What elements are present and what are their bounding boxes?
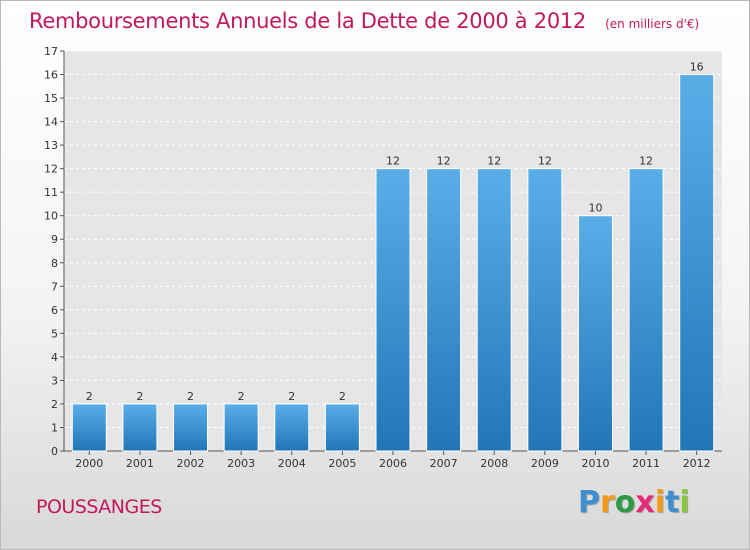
x-tick-label: 2008 bbox=[480, 457, 508, 470]
data-label: 2 bbox=[339, 390, 346, 403]
bar bbox=[223, 403, 259, 452]
x-tick-label: 2006 bbox=[379, 457, 407, 470]
y-tick-label: 1 bbox=[51, 421, 58, 434]
data-label: 12 bbox=[639, 155, 653, 168]
y-tick-label: 4 bbox=[51, 351, 58, 364]
y-tick-label: 6 bbox=[51, 304, 58, 317]
bar bbox=[577, 215, 613, 452]
y-tick-label: 2 bbox=[51, 398, 58, 411]
y-tick-label: 16 bbox=[44, 69, 58, 82]
x-tick-label: 2001 bbox=[126, 457, 154, 470]
logo-letter: t bbox=[665, 485, 680, 520]
x-tick-label: 2007 bbox=[430, 457, 458, 470]
y-tick-label: 10 bbox=[44, 210, 58, 223]
chart-subtitle: (en milliers d'€) bbox=[605, 17, 700, 31]
y-tick-label: 7 bbox=[51, 280, 58, 293]
y-tick-label: 9 bbox=[51, 233, 58, 246]
y-tick-label: 15 bbox=[44, 92, 58, 105]
data-label: 12 bbox=[538, 155, 552, 168]
x-tick-label: 2002 bbox=[177, 457, 205, 470]
x-tick-label: 2011 bbox=[632, 457, 660, 470]
y-tick-label: 12 bbox=[44, 163, 58, 176]
logo-letter: r bbox=[600, 485, 615, 520]
chart-title: Remboursements Annuels de la Dette de 20… bbox=[29, 9, 586, 33]
bar bbox=[375, 168, 411, 452]
proxiti-logo: Proxiti bbox=[578, 485, 690, 520]
title-row: Remboursements Annuels de la Dette de 20… bbox=[29, 9, 699, 33]
logo-letter: o bbox=[614, 485, 636, 520]
data-label: 16 bbox=[690, 61, 704, 74]
data-label: 2 bbox=[238, 390, 245, 403]
data-label: 2 bbox=[288, 390, 295, 403]
data-label: 10 bbox=[588, 202, 602, 215]
y-tick-label: 0 bbox=[51, 445, 58, 458]
bar bbox=[71, 403, 107, 452]
bar bbox=[122, 403, 158, 452]
data-label: 12 bbox=[487, 155, 501, 168]
bar bbox=[324, 403, 360, 452]
x-tick-label: 2010 bbox=[581, 457, 609, 470]
bar bbox=[173, 403, 209, 452]
y-tick-label: 11 bbox=[44, 186, 58, 199]
data-label: 2 bbox=[187, 390, 194, 403]
data-label: 2 bbox=[86, 390, 93, 403]
data-label: 12 bbox=[437, 155, 451, 168]
x-tick-label: 2000 bbox=[75, 457, 103, 470]
bar bbox=[679, 74, 715, 452]
data-label: 2 bbox=[136, 390, 143, 403]
x-tick-label: 2009 bbox=[531, 457, 559, 470]
y-tick-label: 17 bbox=[44, 45, 58, 58]
x-tick-label: 2003 bbox=[227, 457, 255, 470]
bar bbox=[527, 168, 563, 452]
logo-letter: i bbox=[679, 485, 690, 520]
x-tick-label: 2012 bbox=[683, 457, 711, 470]
y-tick-label: 3 bbox=[51, 374, 58, 387]
bar bbox=[476, 168, 512, 452]
y-tick-label: 5 bbox=[51, 327, 58, 340]
logo-letter: x bbox=[635, 485, 655, 520]
logo-letter: P bbox=[578, 485, 600, 520]
data-label: 12 bbox=[386, 155, 400, 168]
place-name: POUSSANGES bbox=[36, 496, 162, 518]
logo-letter: i bbox=[654, 485, 666, 520]
bar bbox=[274, 403, 310, 452]
x-tick-label: 2005 bbox=[328, 457, 356, 470]
bar bbox=[426, 168, 462, 452]
y-tick-label: 13 bbox=[44, 139, 58, 152]
y-tick-label: 14 bbox=[44, 116, 58, 129]
y-tick-label: 8 bbox=[51, 257, 58, 270]
x-tick-label: 2004 bbox=[278, 457, 306, 470]
bar bbox=[628, 168, 664, 452]
